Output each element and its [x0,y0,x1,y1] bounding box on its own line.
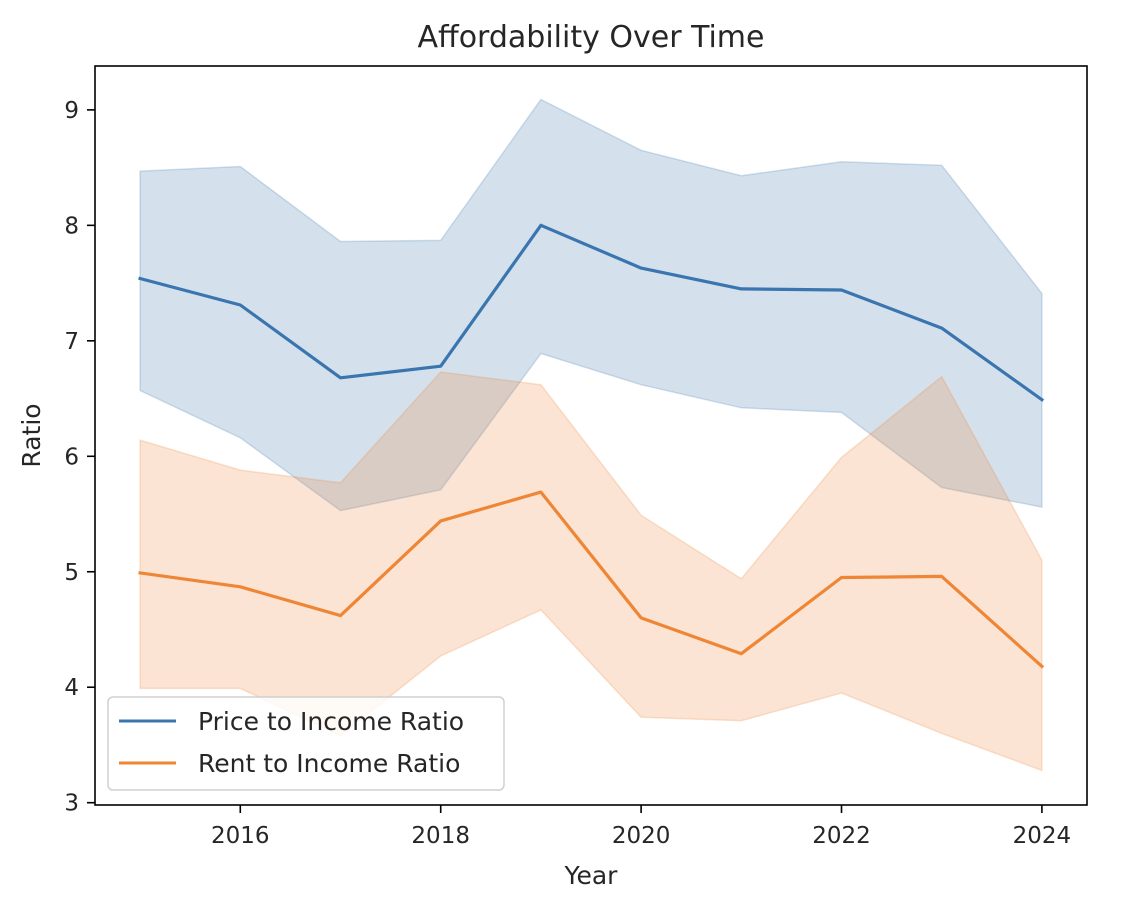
x-axis-ticks: 2016 2018 2020 2022 2024 [211,805,1071,849]
series-line-price [138,223,1045,402]
legend-label-price: Price to Income Ratio [198,707,464,736]
y-tick-label: 6 [64,444,79,470]
confidence-bands [139,98,1043,772]
chart-title: Affordability Over Time [418,20,765,55]
plot-area-frame [94,65,1088,806]
x-tick-label: 2016 [211,823,270,849]
x-tick-label: 2018 [411,823,470,849]
series-lines [138,223,1045,669]
x-tick-label: 2022 [812,823,871,849]
legend-label-rent: Rent to Income Ratio [198,749,460,778]
series-line-rent [138,490,1045,669]
y-tick-label: 3 [64,791,79,817]
y-tick-label: 5 [64,560,79,586]
band-price [139,98,1043,512]
y-tick-label: 4 [64,675,79,701]
y-tick-label: 9 [64,98,79,124]
y-tick-label: 8 [64,213,79,239]
x-axis-label: Year [564,861,619,890]
legend-box [107,696,505,791]
x-tick-label: 2020 [612,823,671,849]
legend: Price to Income Ratio Rent to Income Rat… [107,696,505,791]
y-axis-ticks: 3 4 5 6 7 8 9 [64,98,95,817]
y-tick-label: 7 [64,329,79,355]
x-tick-label: 2024 [1013,823,1072,849]
y-axis-label: Ratio [17,403,46,467]
